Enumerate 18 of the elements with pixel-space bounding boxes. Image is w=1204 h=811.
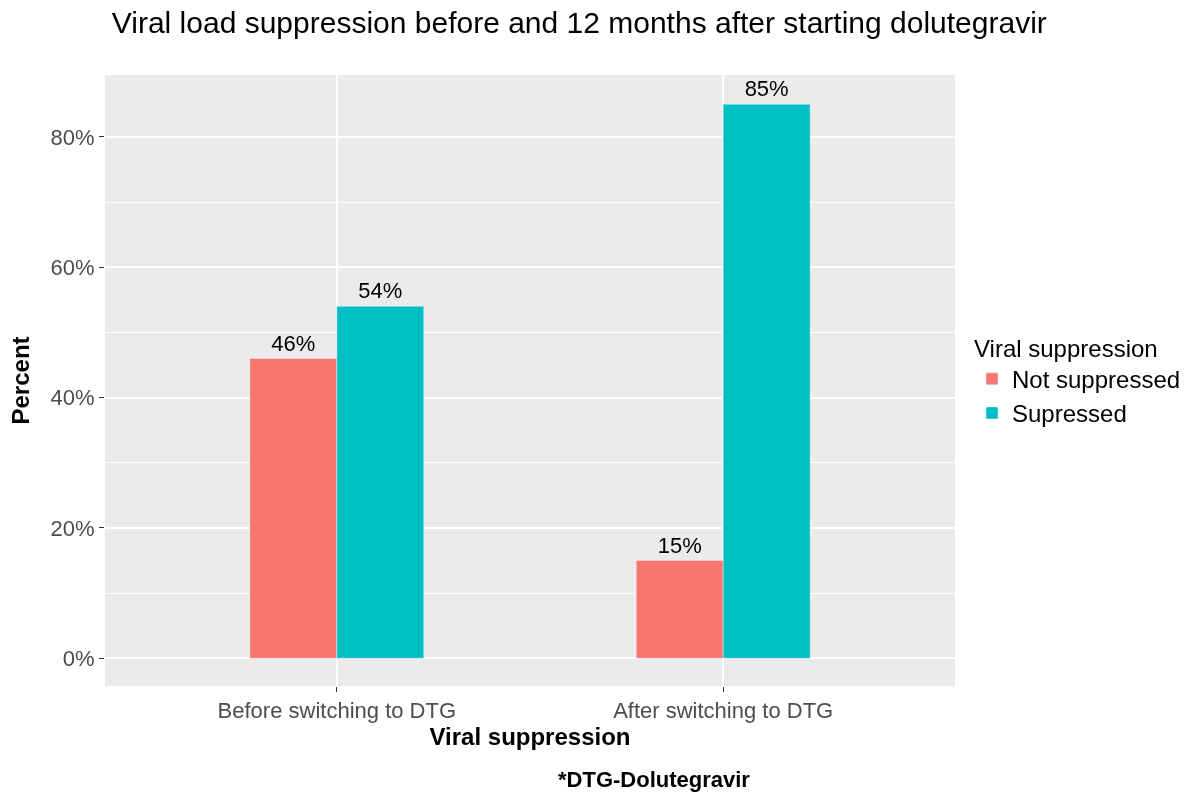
legend-label: Not suppressed bbox=[1012, 366, 1181, 394]
y-tick-label: 40% bbox=[50, 385, 95, 411]
data-label: 85% bbox=[744, 76, 789, 102]
data-label: 15% bbox=[657, 532, 702, 558]
y-tick-label: 80% bbox=[50, 124, 95, 150]
y-tick-label: 60% bbox=[50, 254, 95, 280]
legend-title: Viral suppression bbox=[974, 334, 1158, 362]
x-tick-label: Before switching to DTG bbox=[217, 698, 457, 724]
y-tick-label: 0% bbox=[62, 646, 95, 671]
text: *DTG-Dolutegravir bbox=[558, 767, 751, 792]
y-axis-title: Percent bbox=[6, 336, 34, 425]
x-axis-title: Viral suppression bbox=[429, 723, 631, 751]
chart-title: Viral load suppression before and 12 months after starting dolutegravir bbox=[111, 6, 1047, 40]
data-label: 46% bbox=[271, 330, 316, 356]
y-tick-label: 20% bbox=[50, 515, 95, 541]
legend-label: Supressed bbox=[1012, 400, 1127, 428]
data-label: 54% bbox=[358, 278, 403, 304]
x-tick-label: After switching to DTG bbox=[613, 698, 834, 724]
